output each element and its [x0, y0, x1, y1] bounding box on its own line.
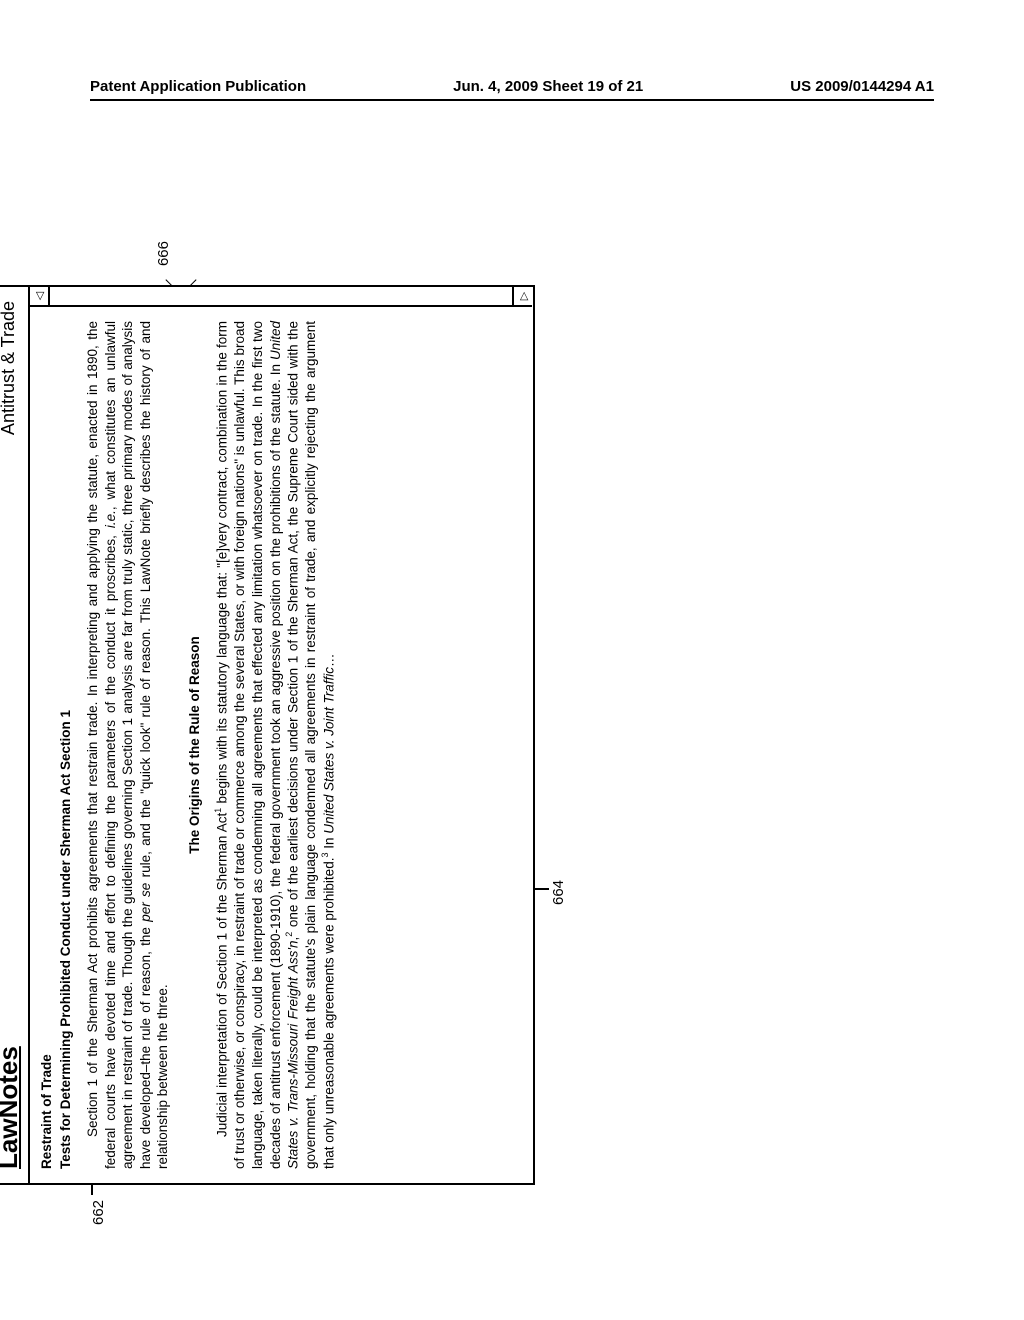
p2-case2: United States v. Joint Traffic [321, 667, 336, 834]
content-body: Restraint of Trade Tests for Determining… [30, 307, 532, 1183]
paragraph-2: Judicial interpretation of Section 1 of … [213, 321, 337, 1169]
callout-664: 664 [550, 880, 567, 905]
scrollbar-track[interactable] [50, 287, 512, 305]
content-scroll-region: Restraint of Trade Tests for Determining… [30, 287, 532, 1183]
lawnotes-logo: LawNotes [0, 1046, 24, 1169]
p2-text-a: Judicial interpretation of Section 1 of … [215, 813, 230, 1137]
callout-666: 666 [155, 241, 172, 266]
header-right: US 2009/0144294 A1 [790, 78, 934, 95]
subtitle-line: Tests for Determining Prohibited Conduct… [57, 321, 75, 1169]
p1-ie: i.e. [103, 510, 118, 528]
header-center: Jun. 4, 2009 Sheet 19 of 21 [453, 78, 643, 95]
callout-662: 662 [90, 1200, 107, 1225]
page-header: Patent Application Publication Jun. 4, 2… [90, 78, 934, 101]
p2-text-f: In [321, 834, 336, 853]
category-label: Antitrust & Trade [0, 301, 19, 435]
scroll-down-button[interactable]: ▷ [512, 287, 532, 305]
p1-perse: per se [138, 883, 153, 922]
header-left: Patent Application Publication [90, 78, 306, 95]
lawnotes-panel: LawNotes Antitrust & Trade Restraint of … [0, 285, 535, 1185]
panel-header: LawNotes Antitrust & Trade [0, 287, 30, 1183]
footnote-3: 3 [320, 853, 330, 858]
footnote-1: 1 [213, 808, 223, 813]
topic-line: Restraint of Trade [38, 321, 56, 1169]
scrollbar[interactable]: ◁ ▷ [30, 287, 532, 307]
section-heading: The Origins of the Rule of Reason [186, 321, 204, 1169]
p2-comma: , [286, 937, 301, 941]
figure-container: FIG. 19 660 662 664 666 LawNotes Antitru… [0, 285, 535, 1185]
scroll-up-button[interactable]: ◁ [30, 287, 50, 305]
footnote-2: 2 [284, 932, 294, 937]
p2-ellipsis: … [321, 653, 336, 667]
paragraph-1: Section 1 of the Sherman Act prohibits a… [84, 321, 172, 1169]
